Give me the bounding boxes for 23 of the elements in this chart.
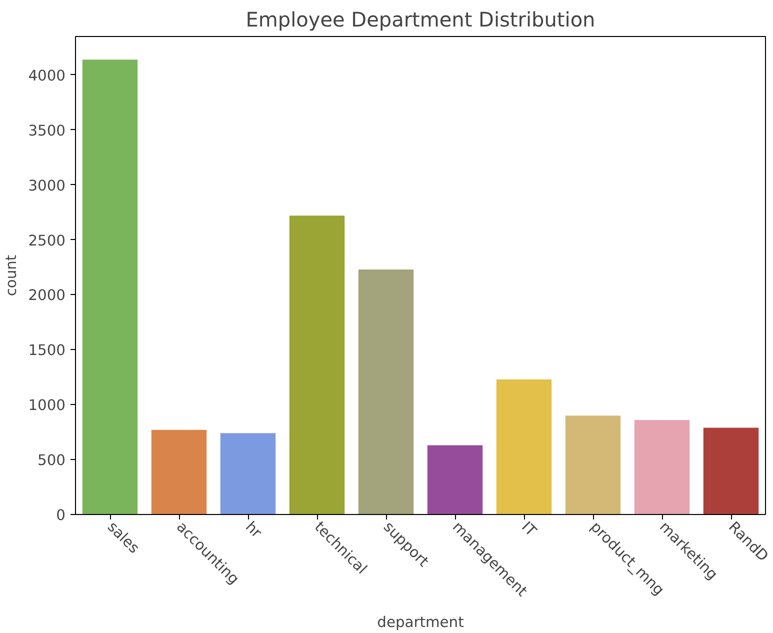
y-axis-title: count	[3, 254, 20, 296]
bar	[289, 216, 345, 514]
bar	[151, 430, 207, 514]
x-tick-label: hr	[242, 518, 266, 542]
y-tick-label: 1000	[28, 397, 66, 414]
bar	[358, 269, 414, 514]
y-tick-label: 4000	[28, 67, 66, 84]
chart-title: Employee Department Distribution	[246, 8, 596, 32]
bar	[703, 428, 759, 514]
x-axis-title: department	[377, 614, 464, 631]
y-tick-label: 500	[38, 452, 66, 470]
bar	[82, 60, 138, 514]
bar	[427, 445, 483, 514]
y-tick-label: 3000	[28, 177, 66, 194]
bar	[496, 379, 552, 514]
y-tick-label: 1500	[28, 342, 66, 360]
y-tick-label: 2500	[28, 232, 66, 250]
bar	[634, 420, 690, 514]
y-tick-label: 2000	[28, 287, 66, 304]
y-tick-label: 3500	[28, 122, 66, 140]
y-tick-label: 0	[56, 507, 66, 524]
bar	[565, 416, 621, 514]
bar	[220, 433, 276, 514]
